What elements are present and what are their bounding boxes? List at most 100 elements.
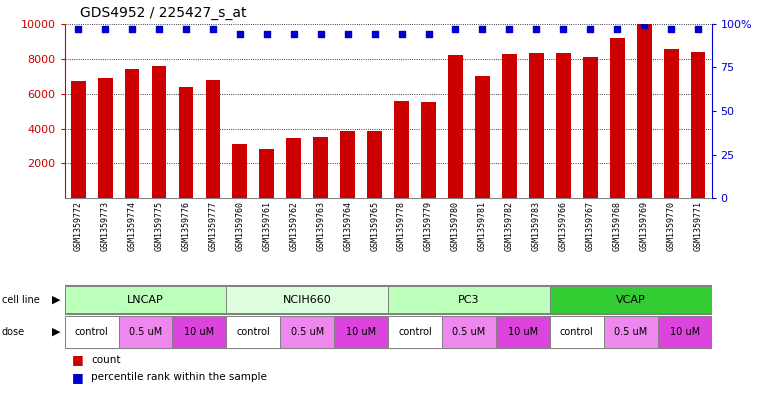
Bar	[664, 49, 679, 198]
Text: control: control	[75, 327, 109, 337]
Bar	[448, 55, 463, 198]
FancyBboxPatch shape	[173, 316, 227, 348]
FancyBboxPatch shape	[442, 316, 496, 348]
FancyBboxPatch shape	[65, 316, 119, 348]
Text: GSM1359776: GSM1359776	[181, 201, 190, 251]
Bar	[232, 144, 247, 198]
Point	[368, 31, 380, 37]
Bar	[314, 137, 328, 198]
Bar	[205, 81, 221, 198]
Text: GSM1359779: GSM1359779	[424, 201, 433, 251]
Bar	[394, 101, 409, 198]
Text: LNCAP: LNCAP	[127, 295, 164, 305]
Bar	[556, 53, 571, 198]
Text: 10 uM: 10 uM	[670, 327, 699, 337]
Text: GSM1359767: GSM1359767	[586, 201, 595, 251]
Bar	[583, 57, 597, 198]
Point	[503, 26, 515, 32]
Point	[180, 26, 192, 32]
Bar	[529, 53, 544, 198]
Text: 0.5 uM: 0.5 uM	[614, 327, 648, 337]
Bar	[151, 66, 167, 198]
Text: GSM1359762: GSM1359762	[289, 201, 298, 251]
Text: count: count	[91, 354, 121, 365]
Text: GSM1359780: GSM1359780	[451, 201, 460, 251]
Point	[396, 31, 408, 37]
Text: GSM1359765: GSM1359765	[370, 201, 379, 251]
Bar	[421, 102, 436, 198]
FancyBboxPatch shape	[496, 316, 550, 348]
Text: VCAP: VCAP	[616, 295, 645, 305]
Text: control: control	[237, 327, 270, 337]
Text: GSM1359775: GSM1359775	[154, 201, 164, 251]
Point	[530, 26, 543, 32]
Text: GSM1359778: GSM1359778	[397, 201, 406, 251]
Text: GSM1359768: GSM1359768	[613, 201, 622, 251]
Point	[99, 26, 111, 32]
Text: ▶: ▶	[53, 295, 61, 305]
Point	[288, 31, 300, 37]
Text: NCIH660: NCIH660	[283, 295, 332, 305]
FancyBboxPatch shape	[280, 316, 334, 348]
Text: GSM1359769: GSM1359769	[640, 201, 648, 251]
Point	[72, 26, 84, 32]
Point	[314, 31, 326, 37]
FancyBboxPatch shape	[119, 316, 173, 348]
Point	[584, 26, 597, 32]
Bar	[610, 38, 625, 198]
FancyBboxPatch shape	[388, 316, 442, 348]
Bar	[97, 78, 113, 198]
Bar	[340, 131, 355, 198]
Point	[261, 31, 273, 37]
Point	[557, 26, 569, 32]
Point	[342, 31, 354, 37]
Text: 10 uM: 10 uM	[184, 327, 215, 337]
Text: ■: ■	[72, 371, 84, 384]
Point	[153, 26, 165, 32]
Bar	[286, 138, 301, 198]
Bar	[502, 54, 517, 198]
FancyBboxPatch shape	[658, 316, 712, 348]
FancyBboxPatch shape	[334, 316, 388, 348]
Text: GSM1359774: GSM1359774	[128, 201, 136, 251]
Text: 0.5 uM: 0.5 uM	[452, 327, 486, 337]
Point	[234, 31, 246, 37]
Text: GSM1359782: GSM1359782	[505, 201, 514, 251]
FancyBboxPatch shape	[550, 316, 603, 348]
FancyBboxPatch shape	[227, 316, 280, 348]
Text: 10 uM: 10 uM	[508, 327, 538, 337]
Text: GSM1359764: GSM1359764	[343, 201, 352, 251]
Point	[476, 26, 489, 32]
Text: GSM1359761: GSM1359761	[263, 201, 272, 251]
FancyBboxPatch shape	[227, 286, 388, 313]
Text: cell line: cell line	[2, 295, 40, 305]
Text: GSM1359771: GSM1359771	[693, 201, 702, 251]
Point	[665, 26, 677, 32]
Point	[692, 26, 704, 32]
Text: percentile rank within the sample: percentile rank within the sample	[91, 372, 267, 382]
Text: GSM1359766: GSM1359766	[559, 201, 568, 251]
Text: ▶: ▶	[53, 327, 61, 337]
Bar	[179, 87, 193, 198]
FancyBboxPatch shape	[550, 286, 712, 313]
Text: ■: ■	[72, 353, 84, 366]
Bar	[475, 76, 490, 198]
Text: 10 uM: 10 uM	[346, 327, 376, 337]
Point	[422, 31, 435, 37]
Text: GSM1359773: GSM1359773	[100, 201, 110, 251]
Text: PC3: PC3	[458, 295, 479, 305]
Text: control: control	[398, 327, 432, 337]
FancyBboxPatch shape	[65, 286, 227, 313]
FancyBboxPatch shape	[603, 316, 658, 348]
Text: GSM1359763: GSM1359763	[317, 201, 325, 251]
Text: GDS4952 / 225427_s_at: GDS4952 / 225427_s_at	[80, 6, 247, 20]
FancyBboxPatch shape	[388, 286, 550, 313]
Text: GSM1359770: GSM1359770	[667, 201, 676, 251]
Text: 0.5 uM: 0.5 uM	[129, 327, 162, 337]
Text: 0.5 uM: 0.5 uM	[291, 327, 324, 337]
Bar	[691, 52, 705, 198]
Bar	[125, 69, 139, 198]
Point	[638, 22, 650, 28]
Point	[126, 26, 139, 32]
Text: GSM1359760: GSM1359760	[235, 201, 244, 251]
